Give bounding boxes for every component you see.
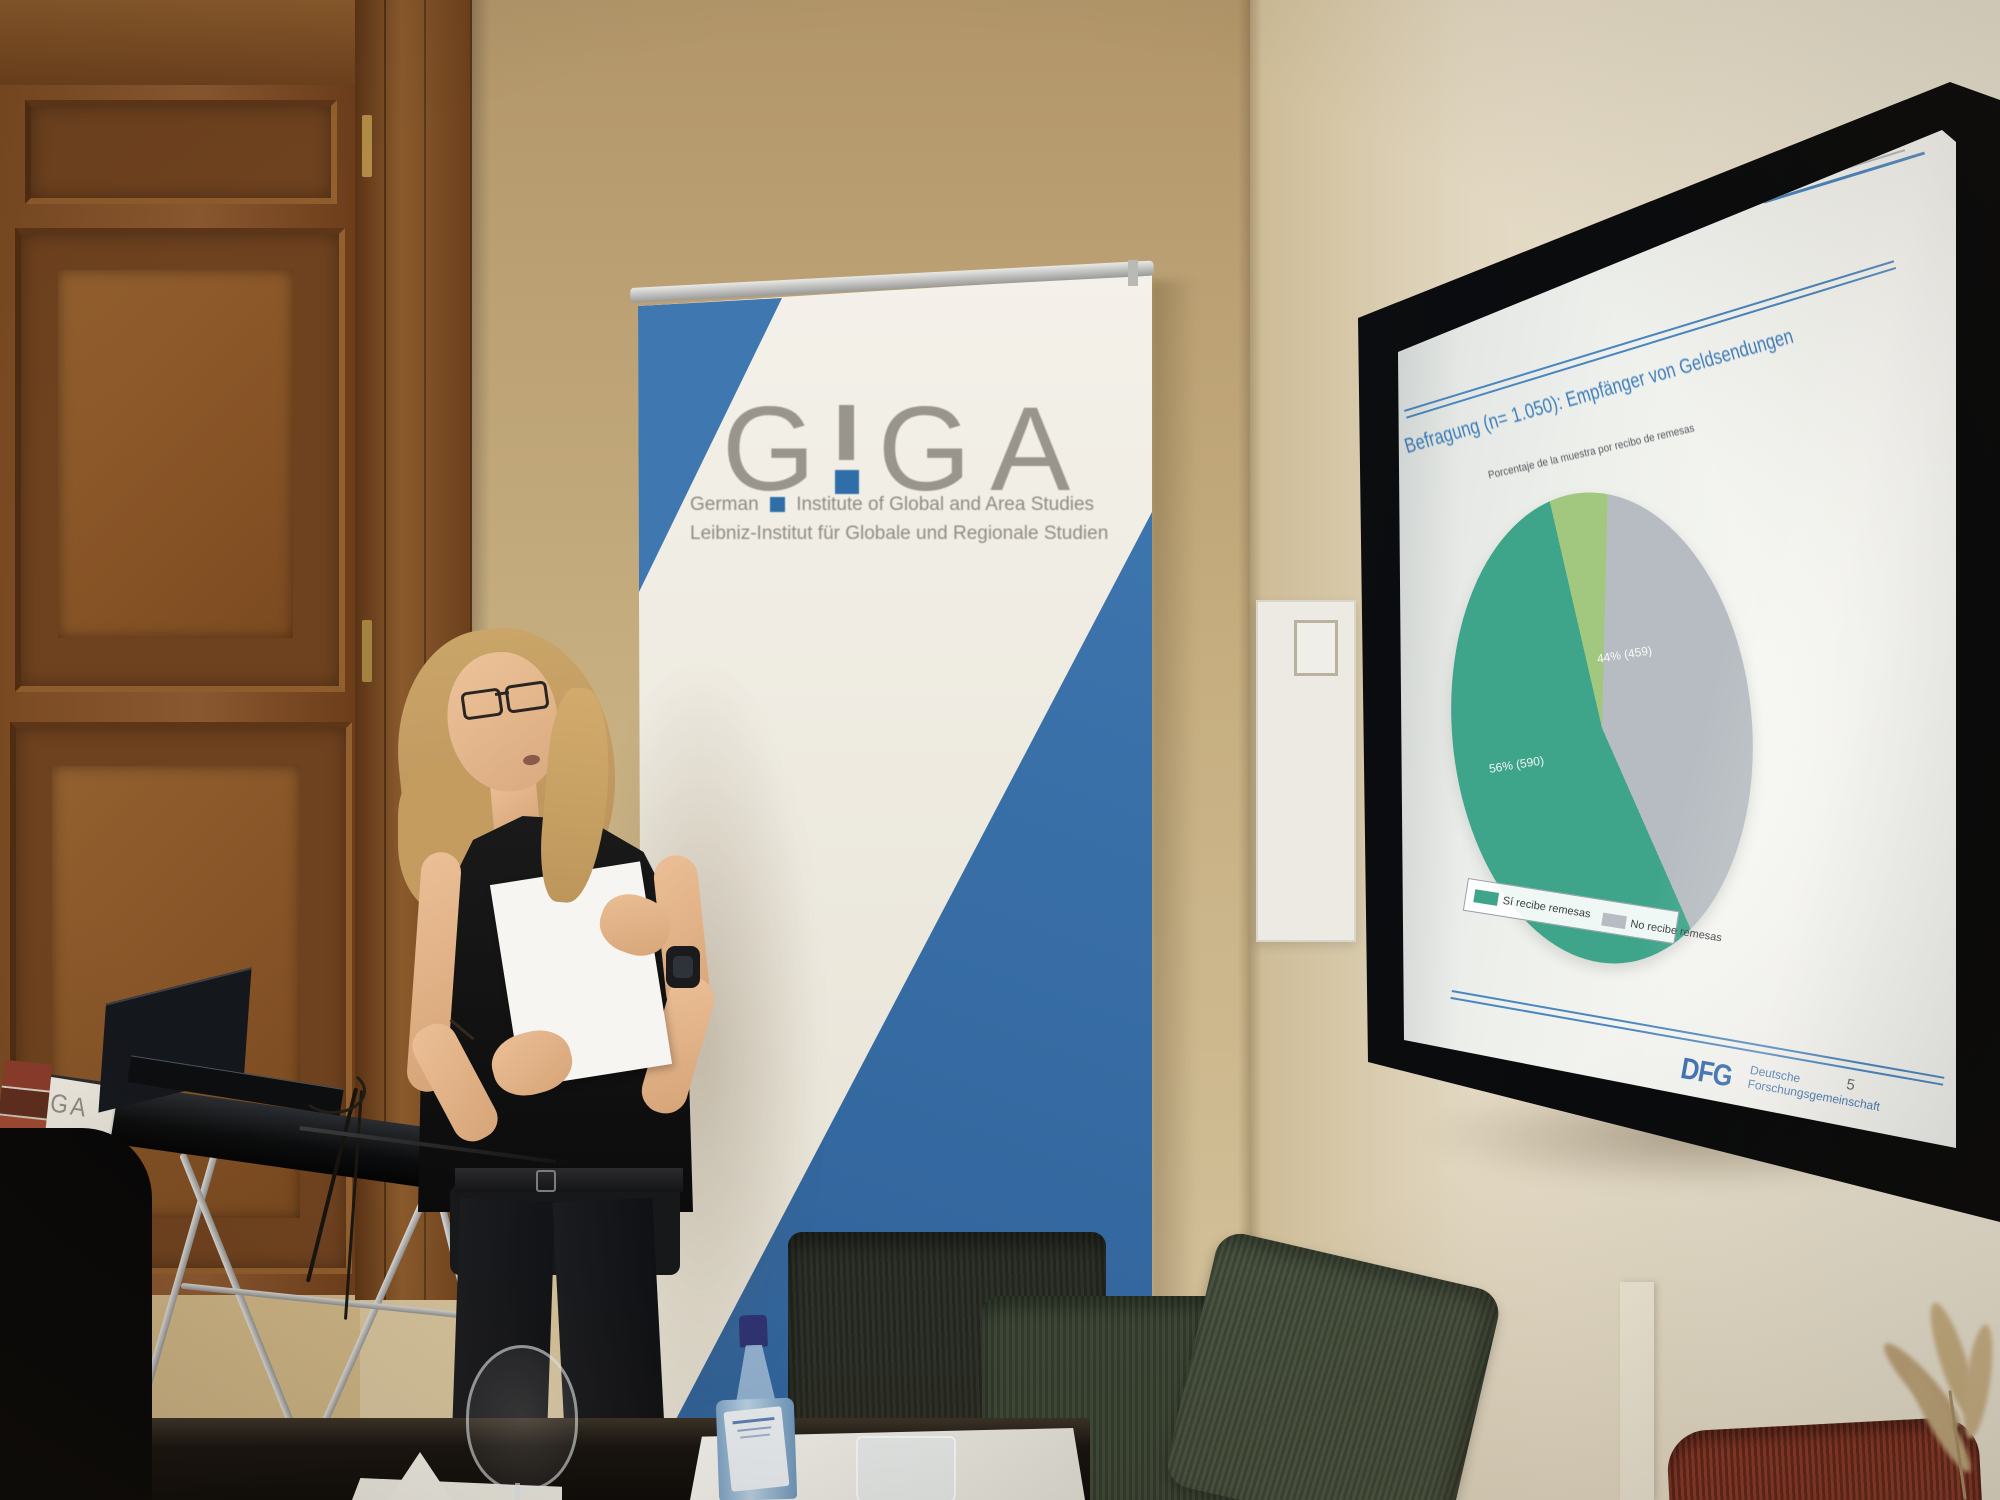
giga-letter-a: A (68, 1090, 89, 1123)
microphone-tip-icon (556, 1156, 567, 1167)
giga-letter-i-dot (834, 469, 859, 494)
banner-tagline-en: German Institute of Global and Area Stud… (690, 494, 1094, 516)
door-frame-groove2 (424, 0, 426, 1300)
bottle-cap (738, 1314, 768, 1348)
giga-letter-g1: G (722, 382, 816, 516)
banner-giga-logo: G G A (722, 382, 1071, 516)
door-panel-top (25, 100, 337, 204)
door-panel-middle-inner (58, 270, 293, 638)
bottle-label-line (732, 1416, 775, 1425)
banner-pole (1128, 260, 1138, 286)
cable-loop (300, 1068, 366, 1114)
banner-tagline-suffix: Institute of Global and Area Studies (796, 494, 1095, 515)
giga-letter-a: A (990, 382, 1071, 516)
bottle-label-line2 (737, 1426, 772, 1432)
dried-plant (1876, 1298, 2000, 1500)
door-edge-shadow (470, 0, 490, 1310)
banner-tagline-square-icon (769, 497, 785, 512)
water-tumbler (856, 1436, 956, 1500)
door-hinge-icon (362, 115, 372, 177)
door-frame-right (355, 0, 472, 1300)
giga-letter-g2: G (48, 1087, 71, 1120)
giga-letter-i (834, 405, 859, 494)
giga-letter-g2: G (877, 382, 972, 516)
door-hinge2-icon (362, 620, 372, 682)
bottle-label-line3 (740, 1433, 771, 1439)
water-bottle (711, 1314, 799, 1500)
bottle-neck (734, 1344, 776, 1403)
door-frame-groove (384, 0, 386, 1300)
bottle-label (723, 1406, 790, 1492)
wine-glass-stem (515, 1483, 520, 1500)
giga-letter-i-bar (838, 405, 855, 461)
banner-tagline-de: Leibniz-Institut für Globale und Regiona… (690, 523, 1109, 544)
wall-panel-frame (1294, 620, 1338, 676)
banner-tagline-prefix: German (690, 494, 759, 515)
wall-molding (1620, 1282, 1654, 1500)
banner-shadow (1150, 280, 1196, 1470)
wine-glass (466, 1345, 578, 1491)
foreground-silhouette (0, 1128, 152, 1500)
